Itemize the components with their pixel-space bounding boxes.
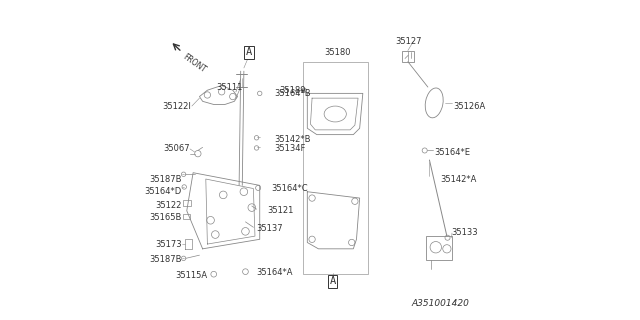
Bar (183, 214, 190, 219)
Text: 35115A: 35115A (175, 271, 207, 280)
Text: 35133: 35133 (452, 228, 478, 237)
Text: 35134F: 35134F (274, 144, 305, 153)
Text: 35067: 35067 (163, 144, 190, 153)
Text: 35165B: 35165B (150, 212, 182, 222)
Text: 35180: 35180 (324, 48, 351, 57)
Text: 35164*E: 35164*E (434, 148, 470, 156)
Text: FRONT: FRONT (181, 52, 207, 75)
Text: 35122I: 35122I (163, 101, 191, 111)
Text: 35121: 35121 (268, 206, 294, 215)
Text: A: A (246, 47, 252, 57)
Text: 35142*A: 35142*A (440, 174, 477, 184)
Text: 35189: 35189 (279, 86, 306, 95)
Text: 35187B: 35187B (150, 255, 182, 264)
Bar (426, 236, 452, 260)
Text: 35164*B: 35164*B (274, 89, 310, 98)
Text: 35126A: 35126A (453, 101, 486, 111)
Text: 35173: 35173 (156, 240, 182, 249)
Text: 35187B: 35187B (150, 174, 182, 184)
Bar (303, 62, 367, 274)
Text: 35164*D: 35164*D (145, 187, 182, 196)
Bar (402, 51, 414, 62)
Text: 35127: 35127 (396, 36, 422, 45)
Text: 35122: 35122 (156, 202, 182, 211)
Bar (183, 200, 191, 206)
Text: A351001420: A351001420 (412, 299, 469, 308)
Text: 35111: 35111 (216, 83, 243, 92)
Text: 35142*B: 35142*B (274, 135, 310, 144)
Text: 35164*A: 35164*A (257, 268, 293, 277)
Text: A: A (330, 276, 336, 286)
Text: 35137: 35137 (257, 224, 283, 233)
Text: 35164*C: 35164*C (271, 184, 307, 193)
